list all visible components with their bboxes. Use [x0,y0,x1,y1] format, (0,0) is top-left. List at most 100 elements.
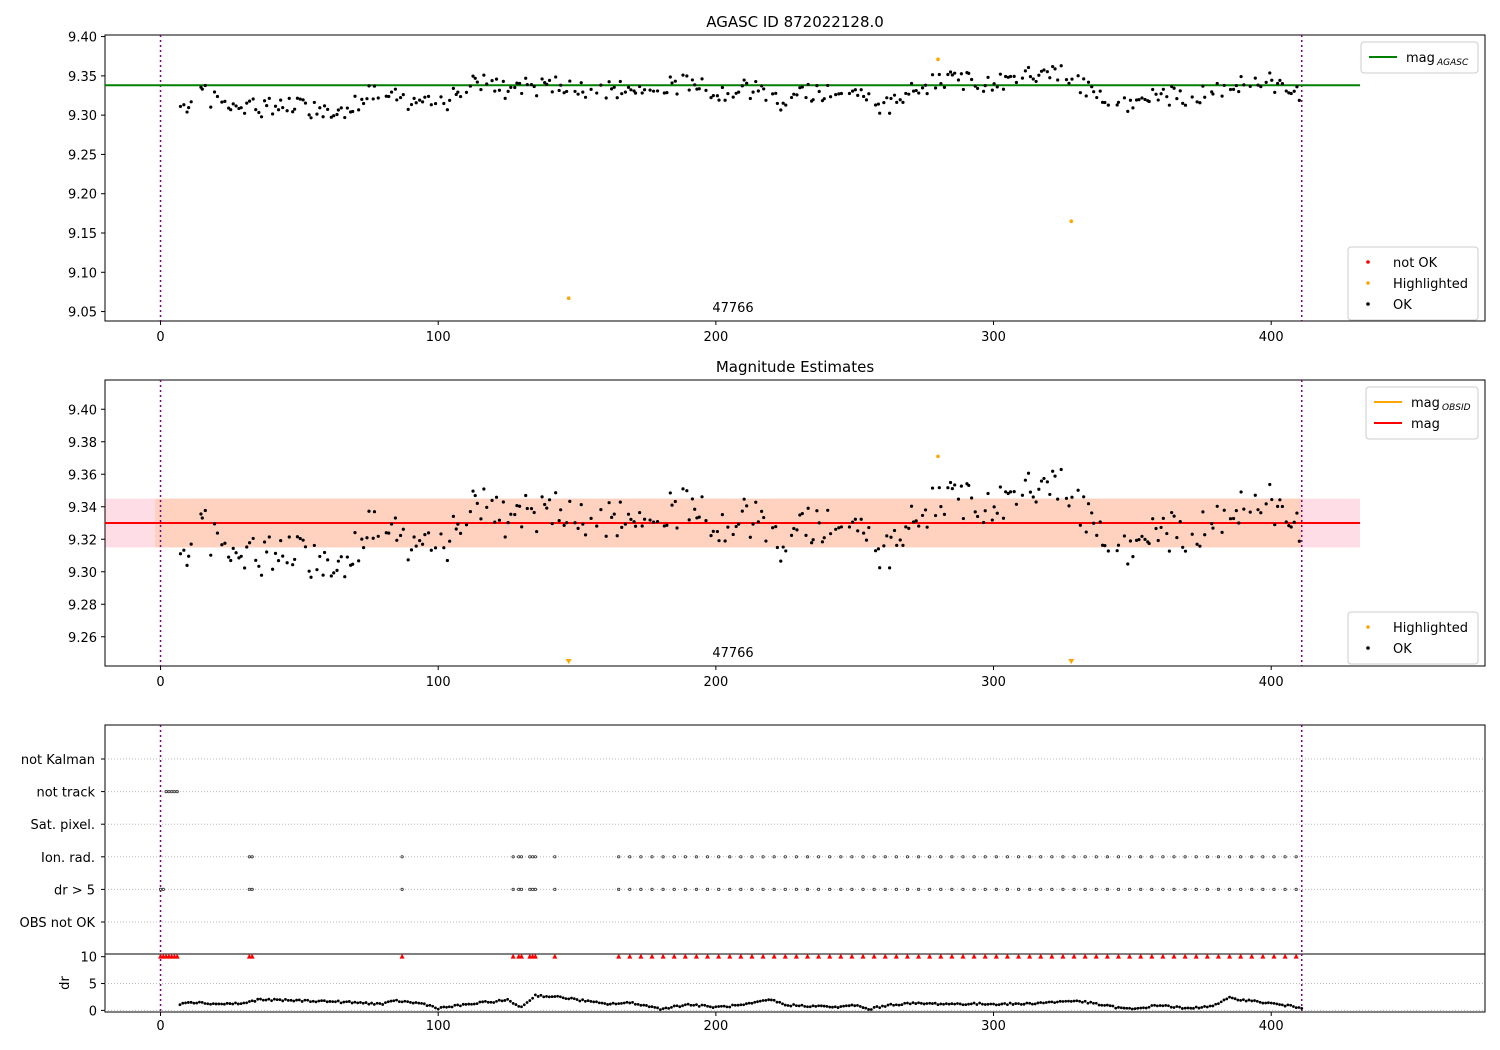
ok-point [361,101,366,106]
ok-point [800,511,804,516]
flag-point [972,855,976,859]
ok-point [800,85,804,89]
dr-point [1078,999,1082,1003]
dr-point [186,1001,190,1004]
dr-point [642,1003,646,1007]
ok-point [185,563,189,567]
ok-point [1023,69,1027,73]
ok-point [562,91,566,95]
dr-point [420,1001,423,1005]
ok-point [494,77,499,81]
ok-point [1039,69,1044,73]
ok-point [1228,517,1233,521]
dr-point [1275,1002,1279,1006]
highlighted-offscale-marker [565,659,572,664]
dr-clipped-marker [727,953,733,959]
dr-point [1128,1006,1131,1010]
ok-point [518,81,522,86]
dr-clipped-marker [1038,953,1044,959]
legend-label-estimates-top: mag [1411,396,1440,411]
ok-point [547,498,552,502]
ok-point [1161,516,1165,520]
dr-clipped-marker [1160,953,1166,959]
ok-point [673,79,677,83]
flag-point [250,887,254,892]
ok-point [262,99,267,103]
ok-point [1190,95,1194,99]
flag-point [1094,887,1098,892]
flag-point [839,887,843,892]
flag-point [883,855,887,859]
ok-point [1131,555,1135,559]
dr-point [1055,1000,1059,1004]
dr-point [378,1002,382,1005]
ok-point [992,82,996,86]
dr-clipped-marker [916,953,922,959]
ok-point [559,83,563,87]
dr-point [1164,1004,1168,1007]
flag-point [1261,855,1265,859]
ok-point [303,545,308,549]
ok-point [715,529,720,534]
ok-point [1078,523,1082,527]
ok-point [501,500,505,504]
dr-point [1169,1005,1173,1009]
dr-clipped-marker [904,953,910,959]
ok-point [339,106,343,110]
ok-point [490,498,494,502]
dr-point [886,1003,890,1007]
ok-point [837,526,841,530]
ok-point [720,85,724,90]
ok-point [920,513,925,518]
flag-point [1127,855,1132,859]
ok-point [1137,537,1141,542]
ok-point [937,72,941,77]
ok-point [209,105,213,109]
ok-point [948,480,953,485]
dr-point [272,997,276,1001]
ok-point [885,534,889,538]
flag-point [694,887,699,892]
ok-point [429,103,433,107]
flag-point [694,855,699,859]
ok-point [1156,98,1160,102]
flag-point [1272,855,1276,859]
dr-point [1050,1000,1054,1004]
dr-point [1133,1007,1137,1011]
ok-point [873,103,878,107]
ok-point [973,84,977,88]
dr-point [256,997,260,1001]
dr-point [353,1000,357,1004]
ok-point [1115,549,1119,553]
ok-point [859,517,863,521]
ok-point [792,526,796,531]
ok-point [1048,76,1052,80]
dr-point [1019,1002,1023,1006]
ok-point [1116,100,1121,104]
dr-point [989,1002,993,1006]
dr-point [381,1003,385,1006]
dr-point [336,999,340,1003]
ok-point [1001,87,1006,91]
ok-point [693,83,697,87]
ok-point [748,535,752,539]
dr-point [931,1002,934,1005]
flag-point [1194,887,1198,892]
flag-point [817,855,821,859]
flag-point [517,887,521,892]
dr-point [239,1002,243,1006]
ok-point [554,75,558,79]
ok-point [398,95,403,100]
dr-point [650,1005,654,1009]
flag-point [533,855,537,859]
chart-title-magnitude-estimates: Magnitude Estimates [716,358,874,376]
dr-clipped-marker [782,953,788,959]
dr-clipped-marker [1016,953,1022,959]
ok-point [412,535,416,539]
ok-point [760,509,764,513]
flag-point [1083,887,1087,892]
ok-point [215,531,220,535]
ok-point [892,528,897,533]
flag-point [883,887,887,892]
x-tick-label-dr: 400 [1259,1019,1284,1034]
